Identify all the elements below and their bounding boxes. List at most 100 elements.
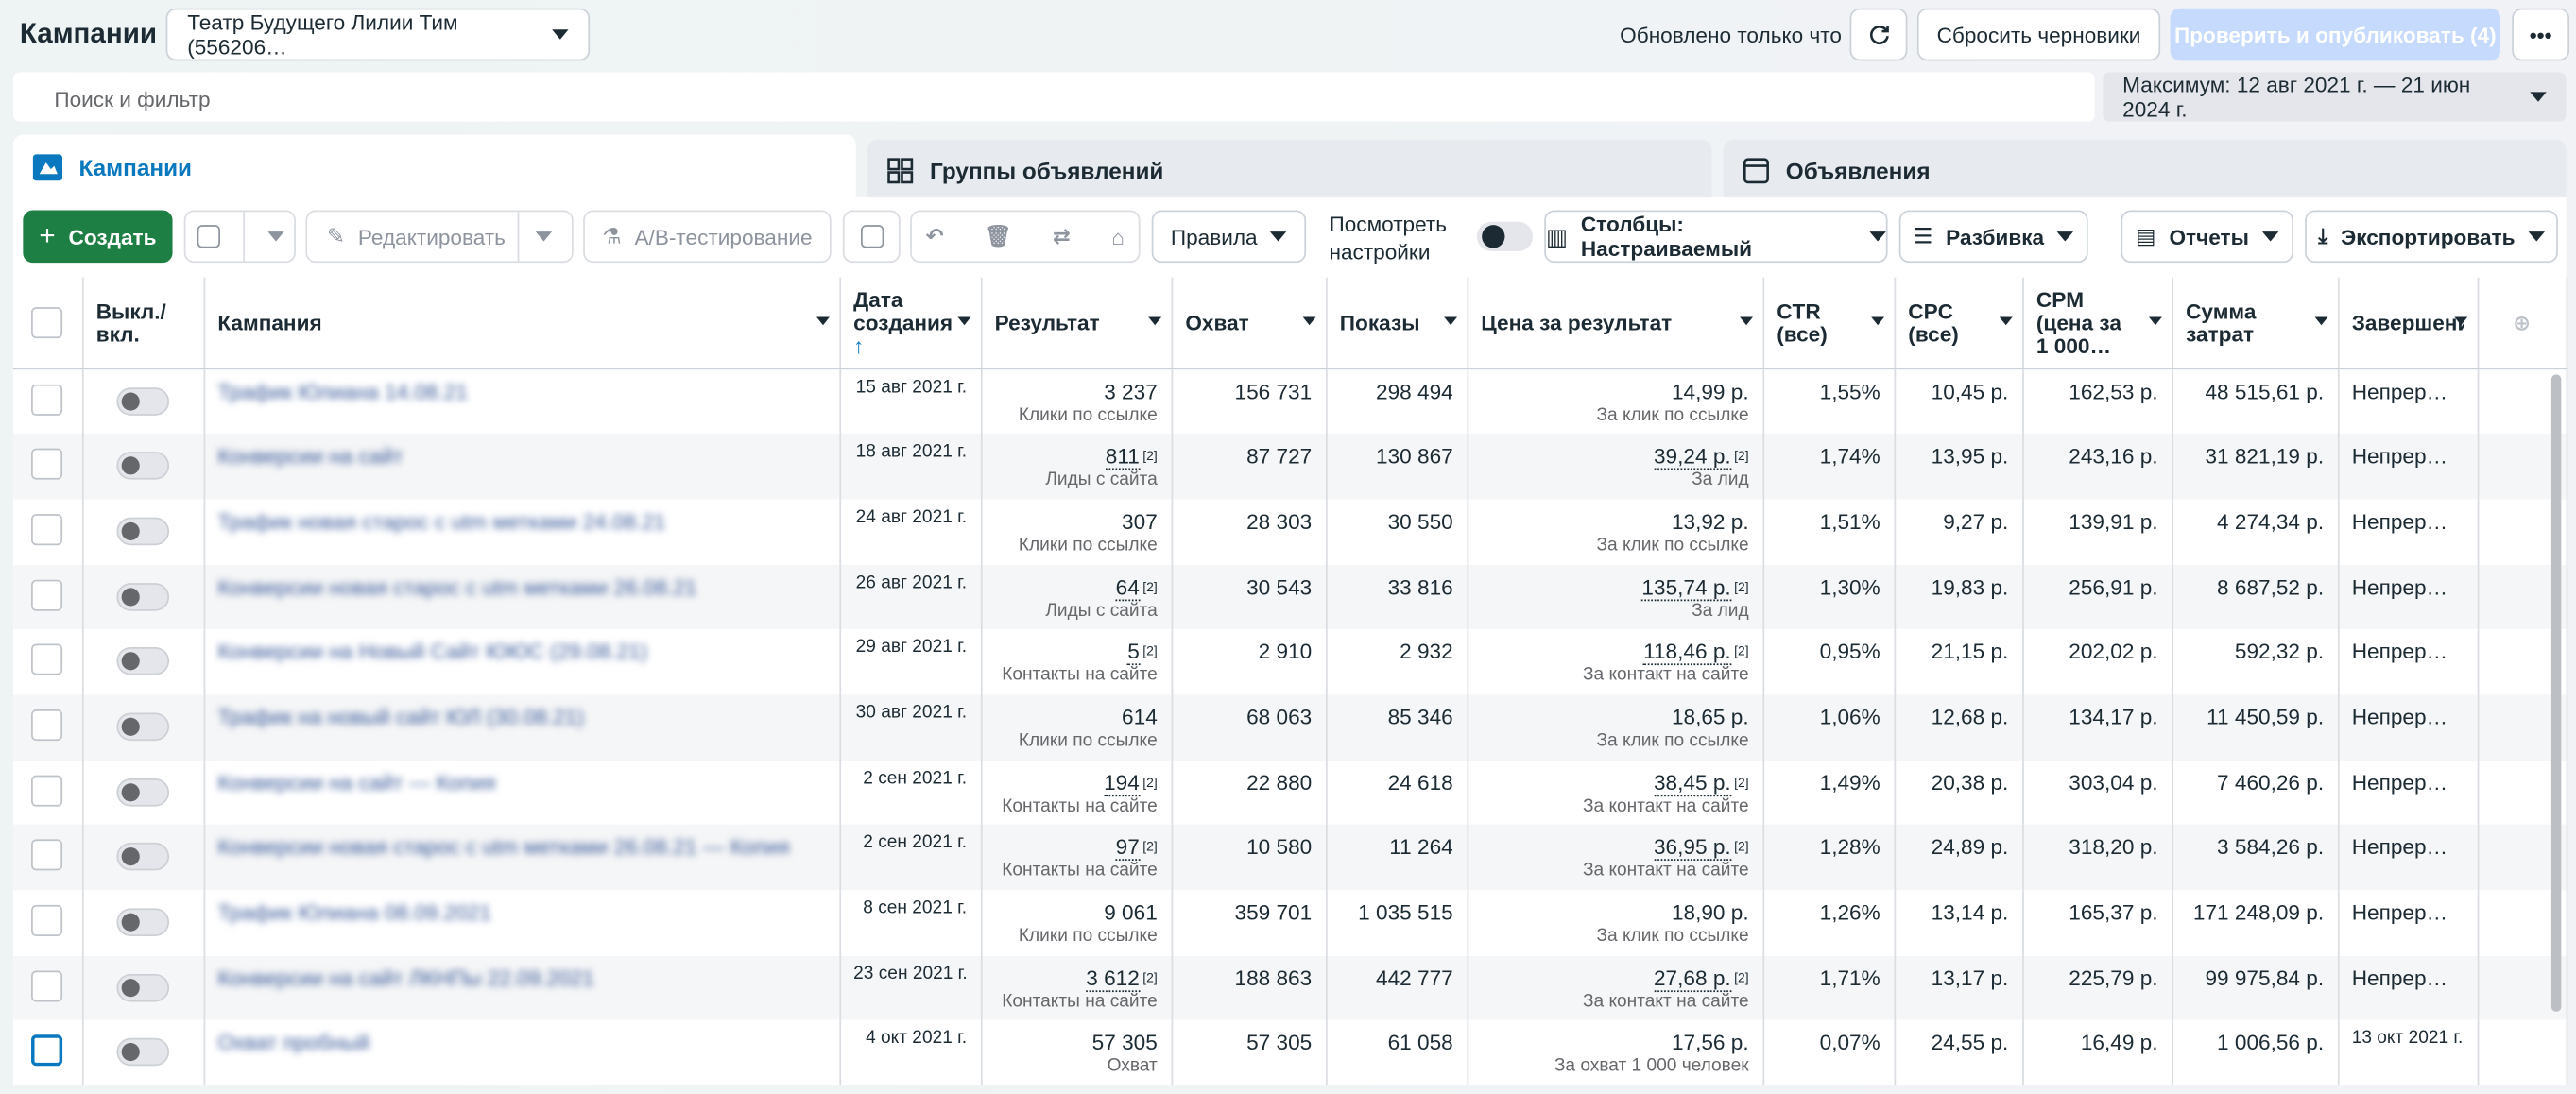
toggle[interactable] <box>116 778 170 806</box>
reset-drafts-button[interactable]: Сбросить черновики <box>1916 8 2161 61</box>
campaign-row: Конверсии на сайт 18 авг 2021 г. 811 [2] Лид… <box>12 434 2567 500</box>
account-select[interactable]: Театр Будущего Лилии Тим (556206… <box>165 8 591 61</box>
result: 64 <box>1115 573 1140 601</box>
columns-button[interactable]: ▥ Столбцы: Настраиваемый <box>1544 210 1888 264</box>
column-header[interactable]: Охват <box>1171 277 1327 370</box>
checkbox[interactable] <box>31 643 63 675</box>
search-bar[interactable]: Поиск и фильтр <box>12 72 2095 122</box>
campaign-name[interactable]: Трафик на новый сайт ЮЛ (30.08.21) <box>217 704 585 729</box>
column-header[interactable]: Показы <box>1325 277 1468 370</box>
campaign-name[interactable]: Конверсии новая старос с utm метками 26.… <box>217 573 697 599</box>
reach: 188 863 <box>1234 965 1313 990</box>
checkbox[interactable] <box>31 969 63 1001</box>
reach: 10 580 <box>1246 834 1313 860</box>
campaign-name[interactable]: Трафик новая старос с utm метками 24.08.… <box>217 508 666 534</box>
campaign-row: Трафик Юлиана 14.08.21 15 авг 2021 г. 3 23… <box>12 368 2567 435</box>
add-column[interactable]: ⊕ <box>2477 277 2567 370</box>
action-group[interactable]: ↶ 🗑 ⇄ ⌂ <box>910 210 1141 264</box>
tab-ads[interactable]: Объявления <box>1723 139 2567 201</box>
checkbox[interactable] <box>31 1034 63 1067</box>
checkbox[interactable] <box>31 839 63 871</box>
view-settings-toggle[interactable] <box>1476 221 1534 251</box>
tab-icon <box>887 157 914 183</box>
column-header[interactable]: Результат <box>980 277 1173 370</box>
duplicate-button[interactable] <box>183 210 296 264</box>
campaign-name[interactable]: Трафик Юлиана 14.08.21 <box>217 379 468 404</box>
toggle[interactable] <box>116 517 170 545</box>
impressions: 2 932 <box>1400 639 1453 664</box>
refresh-button[interactable] <box>1849 8 1908 61</box>
checkbox[interactable] <box>31 513 63 545</box>
reports-button[interactable]: ▤ Отчеты <box>2121 210 2293 264</box>
checkbox[interactable] <box>31 904 63 936</box>
cell <box>81 434 205 500</box>
campaign-name[interactable]: Конверсии на сайт <box>217 443 404 469</box>
cell: 811 [2] Лиды с сайта <box>980 434 1173 500</box>
ctr: 1,49% <box>1819 769 1880 795</box>
publish-button[interactable]: Проверить и опубликовать (4) <box>2170 8 2501 61</box>
result: 614 <box>1122 704 1158 729</box>
breakdown-button[interactable]: ☰ Разбивка <box>1898 210 2088 264</box>
checkbox[interactable] <box>31 578 63 610</box>
ab-test-button[interactable]: ⚗ A/B-тестирование <box>583 210 832 264</box>
result_type: Клики по ссылке <box>1018 535 1158 556</box>
campaign-name[interactable]: Конверсии на Новый Сайт ЮЮС (29.08.21) <box>217 639 648 664</box>
checkbox[interactable] <box>31 709 63 741</box>
cell: 202,02 р. <box>2022 629 2173 695</box>
column-header[interactable]: Завершение <box>2337 277 2479 370</box>
clipboard-button[interactable] <box>842 210 901 264</box>
cell: 24 авг 2021 г. <box>839 499 982 565</box>
cell <box>81 955 205 1021</box>
footnote: [2] <box>1142 839 1158 855</box>
toggle[interactable] <box>116 582 170 610</box>
toggle[interactable] <box>116 387 170 416</box>
toggle[interactable] <box>116 647 170 675</box>
date-range-picker[interactable]: Максимум: 12 авг 2021 г. — 21 июн 2024 г… <box>2103 72 2567 122</box>
created-date: 24 авг 2021 г. <box>855 506 968 527</box>
tab-adsets[interactable]: Группы объявлений <box>867 139 1712 201</box>
cost_type: За контакт на сайте <box>1582 861 1749 881</box>
campaign-name[interactable]: Охват пробный <box>217 1030 370 1055</box>
column-header[interactable]: Цена за результат <box>1467 277 1764 370</box>
campaign-name[interactable]: Конверсии на сайт — Копия <box>217 769 496 795</box>
checkbox[interactable] <box>31 307 63 339</box>
value-line: 614 <box>995 705 1158 729</box>
caret <box>2148 316 2162 326</box>
column-header[interactable]: Кампания <box>203 277 841 370</box>
toggle[interactable] <box>116 452 170 480</box>
rules-button[interactable]: Правила <box>1151 210 1307 264</box>
campaign-row: Конверсии на Новый Сайт ЮЮС (29.08.21) 29… <box>12 629 2567 695</box>
column-header[interactable]: CTR (все) <box>1762 277 1896 370</box>
cell: 3 612 [2] Контакты на сайте <box>980 955 1173 1021</box>
column-header[interactable]: Дата создания ↑ <box>839 277 982 370</box>
campaign-name[interactable]: Конверсии на сайт ЛКНПы 22.09.2021 <box>217 965 594 990</box>
checkbox[interactable] <box>31 384 63 416</box>
create-button[interactable]: + Создать <box>23 210 173 264</box>
toggle[interactable] <box>116 712 170 741</box>
ctr: 0,95% <box>1819 639 1880 664</box>
column-title: Результат <box>994 309 1100 334</box>
column-header[interactable]: Сумма затрат <box>2172 277 2339 370</box>
toggle[interactable] <box>116 973 170 1001</box>
column-header[interactable]: CPM (цена за 1 000… <box>2022 277 2173 370</box>
column-header[interactable]: CPC (все) <box>1894 277 2023 370</box>
more-button[interactable]: ••• <box>2512 8 2570 61</box>
export-button[interactable]: ⤓ Экспортировать <box>2305 210 2558 264</box>
toggle[interactable] <box>116 908 170 936</box>
footnote: [2] <box>1142 578 1158 594</box>
edit-button[interactable]: ✎ Редактировать <box>305 210 574 264</box>
cell: 1,71% <box>1762 955 1896 1021</box>
column-title: Цена за результат <box>1481 309 1673 334</box>
value-line: 811 [2] <box>995 443 1158 470</box>
campaign-name[interactable]: Трафик Юлиана 08.09.2021 <box>217 899 492 925</box>
tab-label: Объявления <box>1785 157 1931 183</box>
column-header[interactable]: Выкл./вкл. <box>81 277 205 370</box>
checkbox[interactable] <box>31 448 63 480</box>
cell: Непрерывно <box>2337 694 2479 761</box>
toggle[interactable] <box>116 843 170 871</box>
tab-campaigns[interactable]: Кампании <box>12 134 856 201</box>
cell: 13,95 р. <box>1894 434 2023 500</box>
campaign-name[interactable]: Конверсии новая старос с utm метками 26.… <box>217 834 790 860</box>
toggle[interactable] <box>116 1038 170 1067</box>
checkbox[interactable] <box>31 774 63 806</box>
